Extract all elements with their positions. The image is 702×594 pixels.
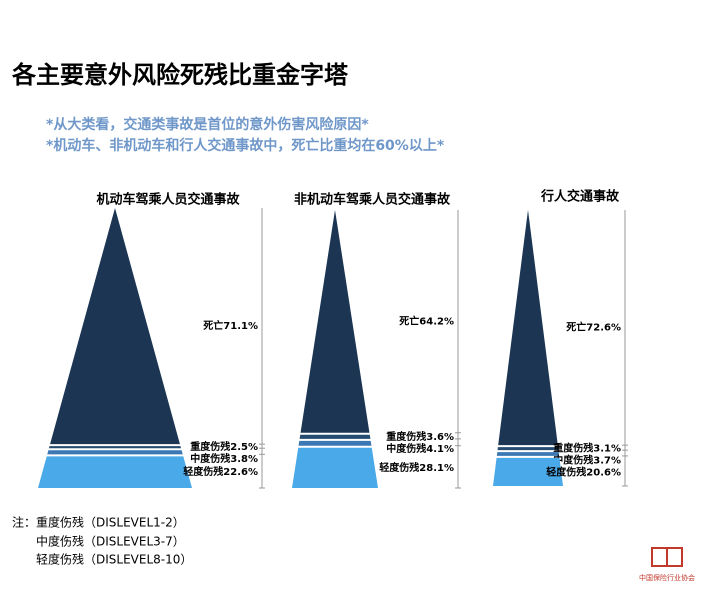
- pyramid-segment: [38, 456, 192, 488]
- pyramid-segment: [496, 452, 560, 456]
- value-label: 轻度伤残28.1%: [379, 461, 454, 474]
- subtitle: *机动车、非机动车和行人交通事故中，死亡比重均在60%以上*: [46, 137, 445, 154]
- pyramid-segment: [498, 210, 558, 446]
- value-label: 死亡72.6%: [566, 321, 621, 334]
- pyramid-segment: [299, 434, 371, 439]
- value-label: 死亡64.2%: [399, 314, 454, 327]
- subtitle: *从大类看，交通类事故是首位的意外伤害风险原因*: [46, 116, 369, 133]
- pyramid-segment: [298, 440, 372, 446]
- note: 注：重度伤残（DISLEVEL1-2）: [12, 515, 185, 530]
- value-label: 重度伤残2.5%: [190, 440, 258, 453]
- pyramid-segment: [497, 447, 559, 451]
- value-label: 死亡71.1%: [203, 319, 258, 332]
- logo: 中国保险行业协会: [639, 547, 695, 582]
- value-label: 重度伤残3.1%: [553, 442, 621, 455]
- pyramid-segment: [292, 447, 378, 488]
- chart-title: 机动车驾乘人员交通事故: [96, 192, 240, 208]
- chart-title: 行人交通事故: [540, 189, 620, 205]
- pyramid-segment: [50, 208, 180, 445]
- value-label: 轻度伤残22.6%: [183, 465, 258, 478]
- value-label: 中度伤残3.7%: [553, 454, 621, 467]
- value-label: 中度伤残4.1%: [386, 442, 454, 455]
- logo-text: 中国保险行业协会: [639, 573, 695, 582]
- pyramid-segment: [300, 210, 370, 433]
- page-title: 各主要意外风险死残比重金字塔: [11, 61, 349, 89]
- note: 中度伤残（DISLEVEL3-7）: [36, 534, 185, 549]
- pyramid-segment: [493, 457, 563, 486]
- value-label: 重度伤残3.6%: [386, 430, 454, 443]
- value-label: 中度伤残3.8%: [190, 452, 258, 465]
- note: 轻度伤残（DISLEVEL8-10）: [36, 552, 192, 567]
- chart-title: 非机动车驾乘人员交通事故: [294, 192, 451, 208]
- value-label: 轻度伤残20.6%: [546, 466, 621, 479]
- pyramid-segment: [47, 450, 183, 455]
- pyramid-segment: [48, 446, 182, 449]
